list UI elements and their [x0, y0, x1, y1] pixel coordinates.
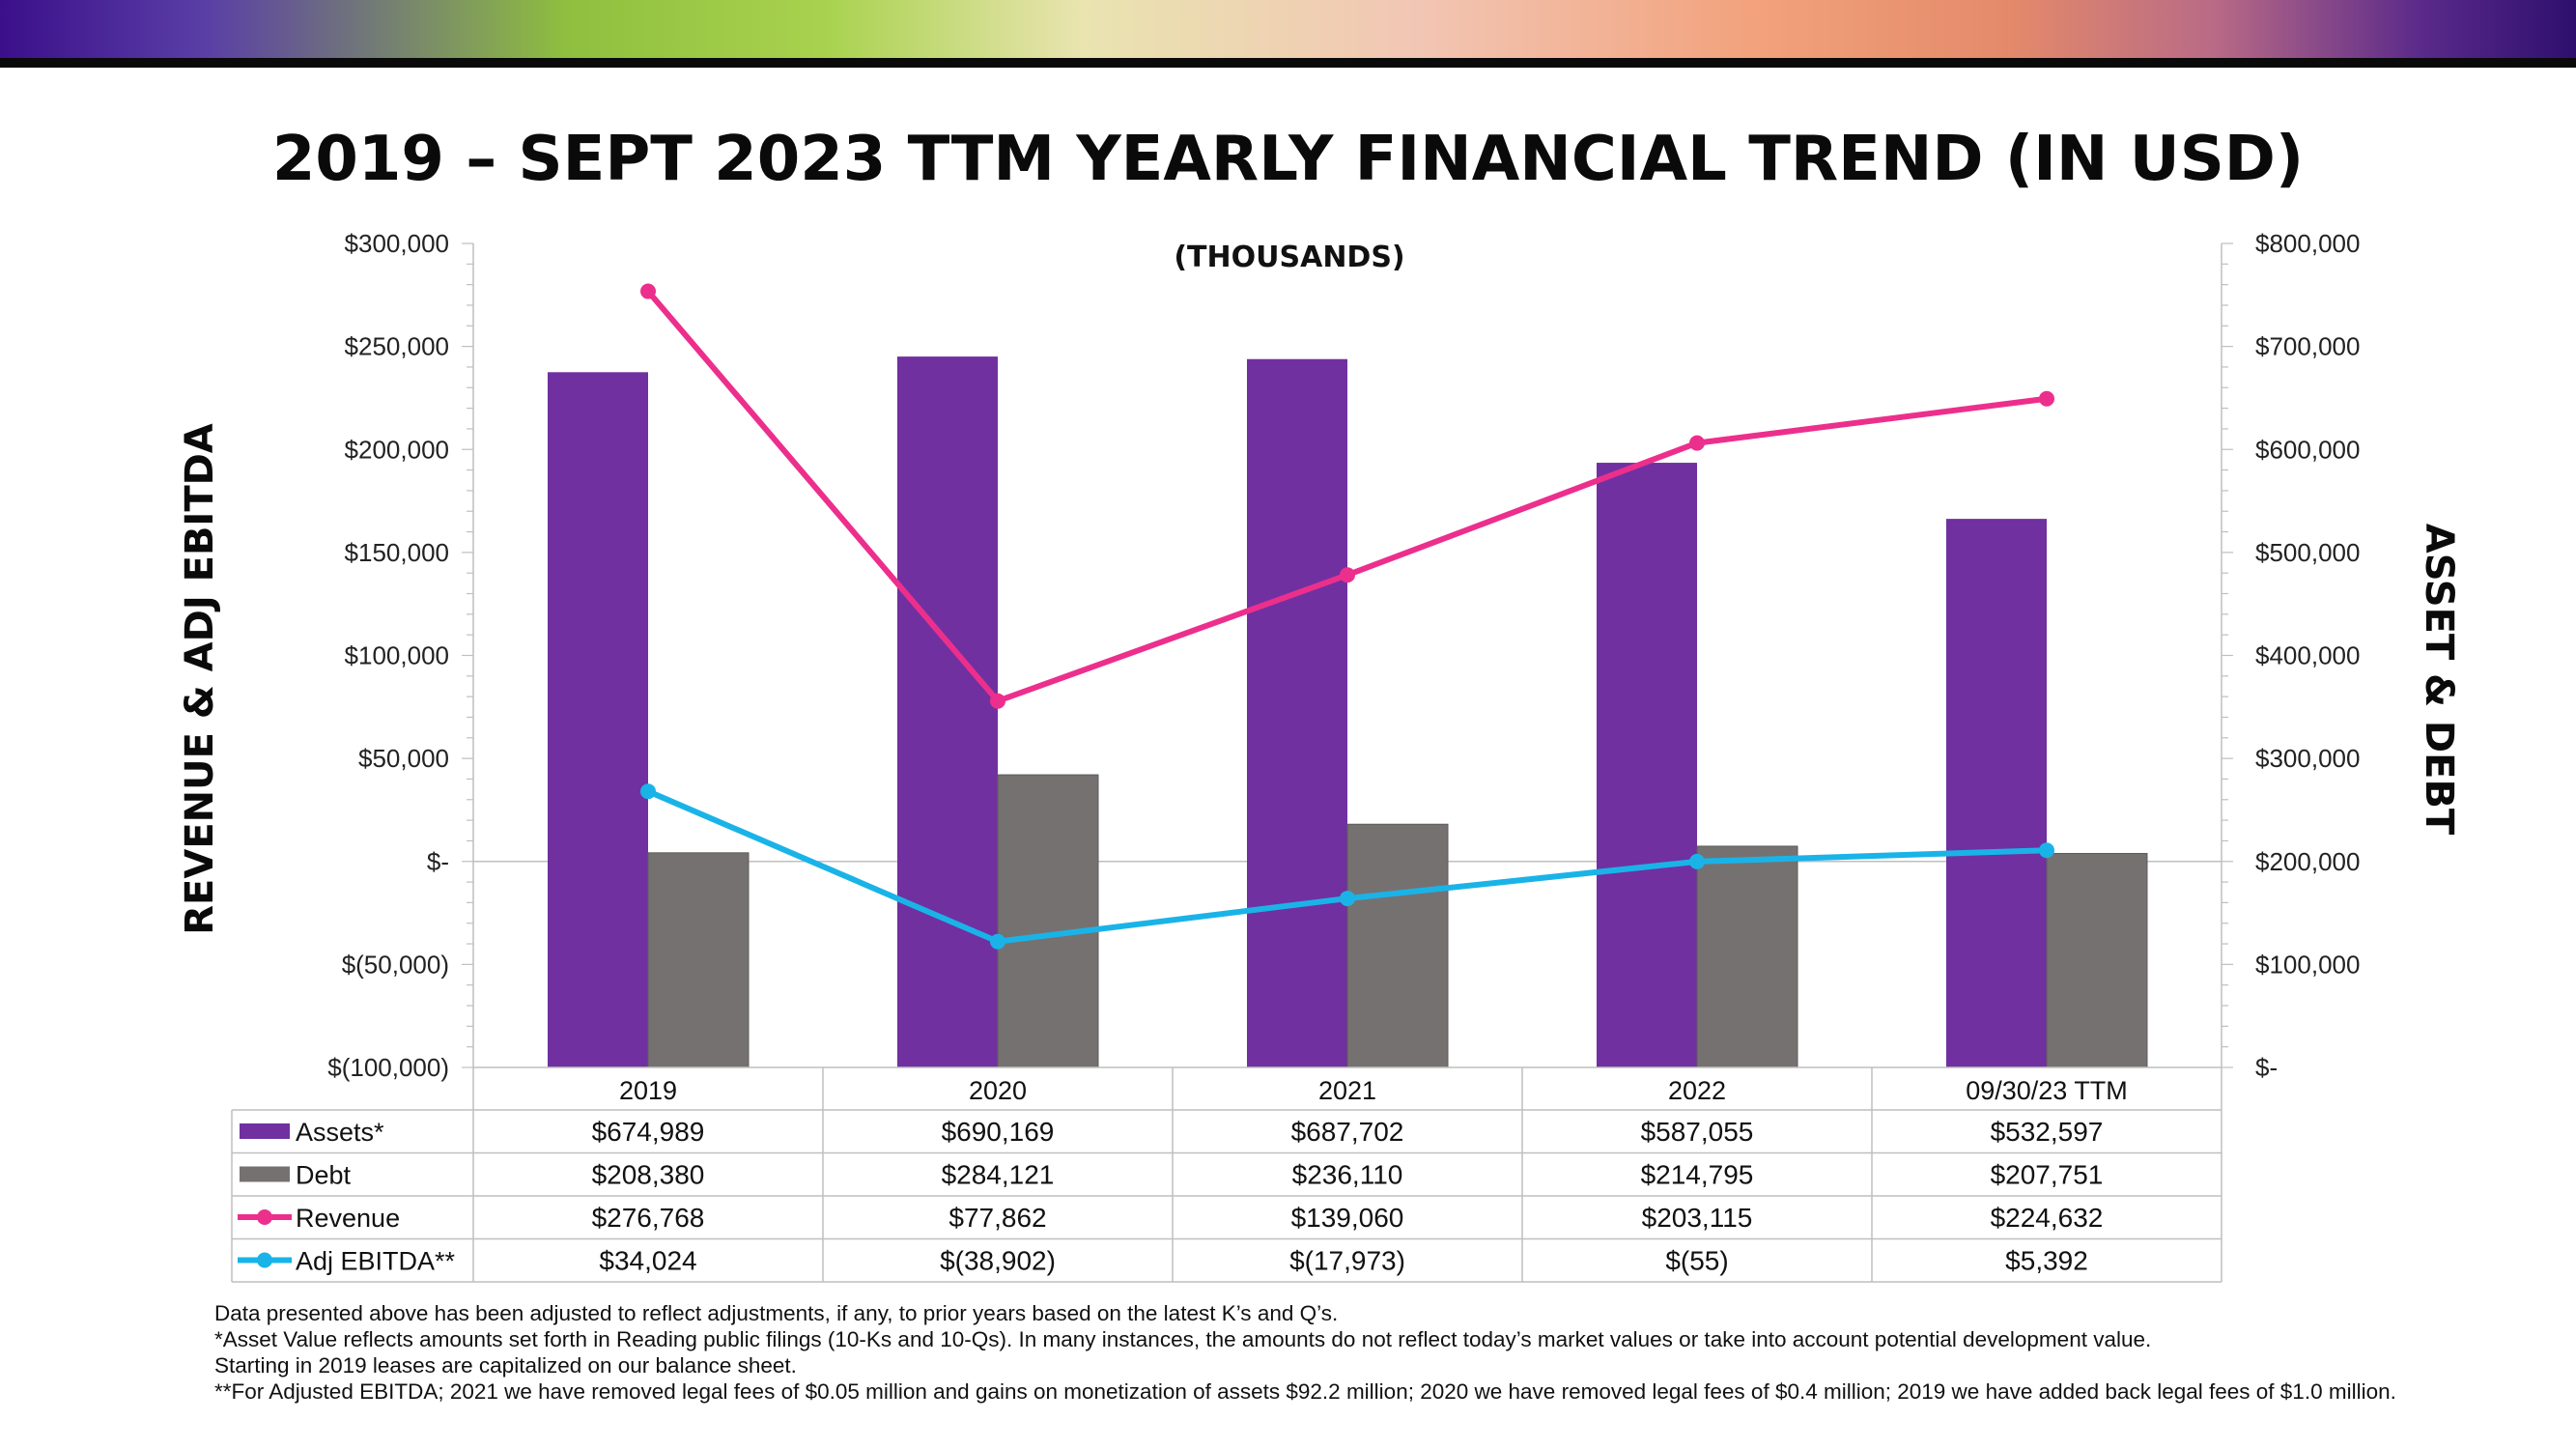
bar-debt	[2046, 852, 2148, 1068]
table-value: $284,121	[942, 1160, 1055, 1190]
left-axis-label: REVENUE & ADJ EBITDA	[178, 423, 222, 935]
right-tick-label: $400,000	[2255, 641, 2360, 670]
legend-label: Debt	[296, 1161, 352, 1190]
table-value: $5,392	[2005, 1246, 2088, 1276]
left-tick-label: $150,000	[345, 538, 449, 567]
legend-key-debt	[240, 1166, 290, 1182]
legend-key-point	[257, 1252, 272, 1268]
table-value: $77,862	[948, 1203, 1046, 1233]
table-value: $236,110	[1292, 1160, 1403, 1190]
top-divider	[0, 58, 2576, 68]
footnotes: Data presented above has been adjusted t…	[214, 1300, 2436, 1405]
table-value: $139,060	[1291, 1203, 1404, 1233]
left-tick-label: $(100,000)	[327, 1053, 449, 1082]
chart-subtitle: (THOUSANDS)	[1174, 241, 1404, 274]
point-adj-ebitda	[640, 783, 656, 800]
footnote-adj-ebitda: **For Adjusted EBITDA; 2021 we have remo…	[214, 1379, 2396, 1404]
point-adj-ebitda	[990, 933, 1005, 950]
financial-trend-chart: (THOUSANDS) REVENUE & ADJ EBITDA ASSET &…	[178, 229, 2461, 1283]
table-value: $208,380	[592, 1160, 705, 1190]
point-revenue	[1340, 567, 1355, 583]
category-label: 09/30/23 TTM	[1966, 1076, 2128, 1105]
table-value: $276,768	[592, 1203, 705, 1233]
top-gradient-banner	[0, 0, 2576, 58]
footnote-leases: Starting in 2019 leases are capitalized …	[214, 1353, 797, 1378]
category-label: 2020	[969, 1076, 1027, 1105]
bar-debt	[1346, 823, 1449, 1068]
bars-group	[548, 356, 2148, 1068]
table-value: $214,795	[1641, 1160, 1754, 1190]
legend-label: Assets*	[296, 1118, 384, 1147]
left-tick-label: $250,000	[345, 332, 449, 361]
table-value: $532,597	[1991, 1117, 2104, 1147]
bar-debt	[997, 774, 1099, 1068]
footnote-adjustments: Data presented above has been adjusted t…	[214, 1301, 1339, 1325]
right-tick-label: $300,000	[2255, 744, 2360, 773]
bar-debt	[1696, 845, 1798, 1068]
table-value: $674,989	[592, 1117, 705, 1147]
right-tick-label: $200,000	[2255, 847, 2360, 876]
category-label: 2022	[1668, 1076, 1726, 1105]
table-value: $687,702	[1291, 1117, 1404, 1147]
point-adj-ebitda	[1340, 891, 1355, 907]
right-tick-label: $500,000	[2255, 538, 2360, 567]
point-revenue	[2039, 390, 2054, 407]
right-axis-label: ASSET & DEBT	[2417, 524, 2461, 836]
left-tick-label: $200,000	[345, 435, 449, 464]
table-value: $203,115	[1642, 1203, 1753, 1233]
point-adj-ebitda	[2039, 842, 2054, 859]
legend-label: Revenue	[296, 1204, 400, 1233]
lines-group	[640, 283, 2054, 950]
bar-assets	[1946, 519, 2047, 1067]
right-tick-label: $700,000	[2255, 332, 2360, 361]
table-value: $(55)	[1665, 1246, 1728, 1276]
table-value: $(17,973)	[1289, 1246, 1405, 1276]
chart-title: 2019 – SEPT 2023 TTM YEARLY FINANCIAL TR…	[271, 124, 2305, 195]
legend-key-assets	[240, 1123, 290, 1139]
point-revenue	[1689, 435, 1705, 451]
right-tick-label: $100,000	[2255, 950, 2360, 979]
table-value: $224,632	[1991, 1203, 2104, 1233]
table-value: $34,024	[599, 1246, 696, 1276]
footnote-asset-value: *Asset Value reflects amounts set forth …	[214, 1327, 2152, 1351]
bar-debt	[647, 852, 750, 1068]
left-tick-label: $-	[427, 847, 449, 876]
table-value: $587,055	[1641, 1117, 1754, 1147]
point-revenue	[640, 283, 656, 299]
right-tick-label: $600,000	[2255, 435, 2360, 464]
bar-assets	[1597, 463, 1697, 1067]
category-label: 2019	[619, 1076, 677, 1105]
point-revenue	[990, 693, 1005, 709]
legend-key-point	[257, 1209, 272, 1225]
right-tick-label: $-	[2255, 1053, 2278, 1082]
bar-assets	[897, 356, 998, 1067]
bar-assets	[548, 372, 648, 1067]
left-tick-label: $(50,000)	[342, 950, 449, 979]
data-table: 2019 2020 2021 2022 09/30/23 TTM Assets* $674,…	[231, 1066, 2222, 1283]
bar-assets	[1247, 358, 1347, 1067]
left-tick-label: $300,000	[345, 229, 449, 258]
legend-label: Adj EBITDA**	[296, 1247, 456, 1276]
right-tick-label: $800,000	[2255, 229, 2360, 258]
left-tick-label: $100,000	[345, 641, 449, 670]
category-label: 2021	[1318, 1076, 1376, 1105]
table-value: $(38,902)	[940, 1246, 1056, 1276]
table-value: $207,751	[1991, 1160, 2104, 1190]
point-adj-ebitda	[1689, 853, 1705, 869]
table-value: $690,169	[942, 1117, 1055, 1147]
left-tick-label: $50,000	[358, 744, 449, 773]
